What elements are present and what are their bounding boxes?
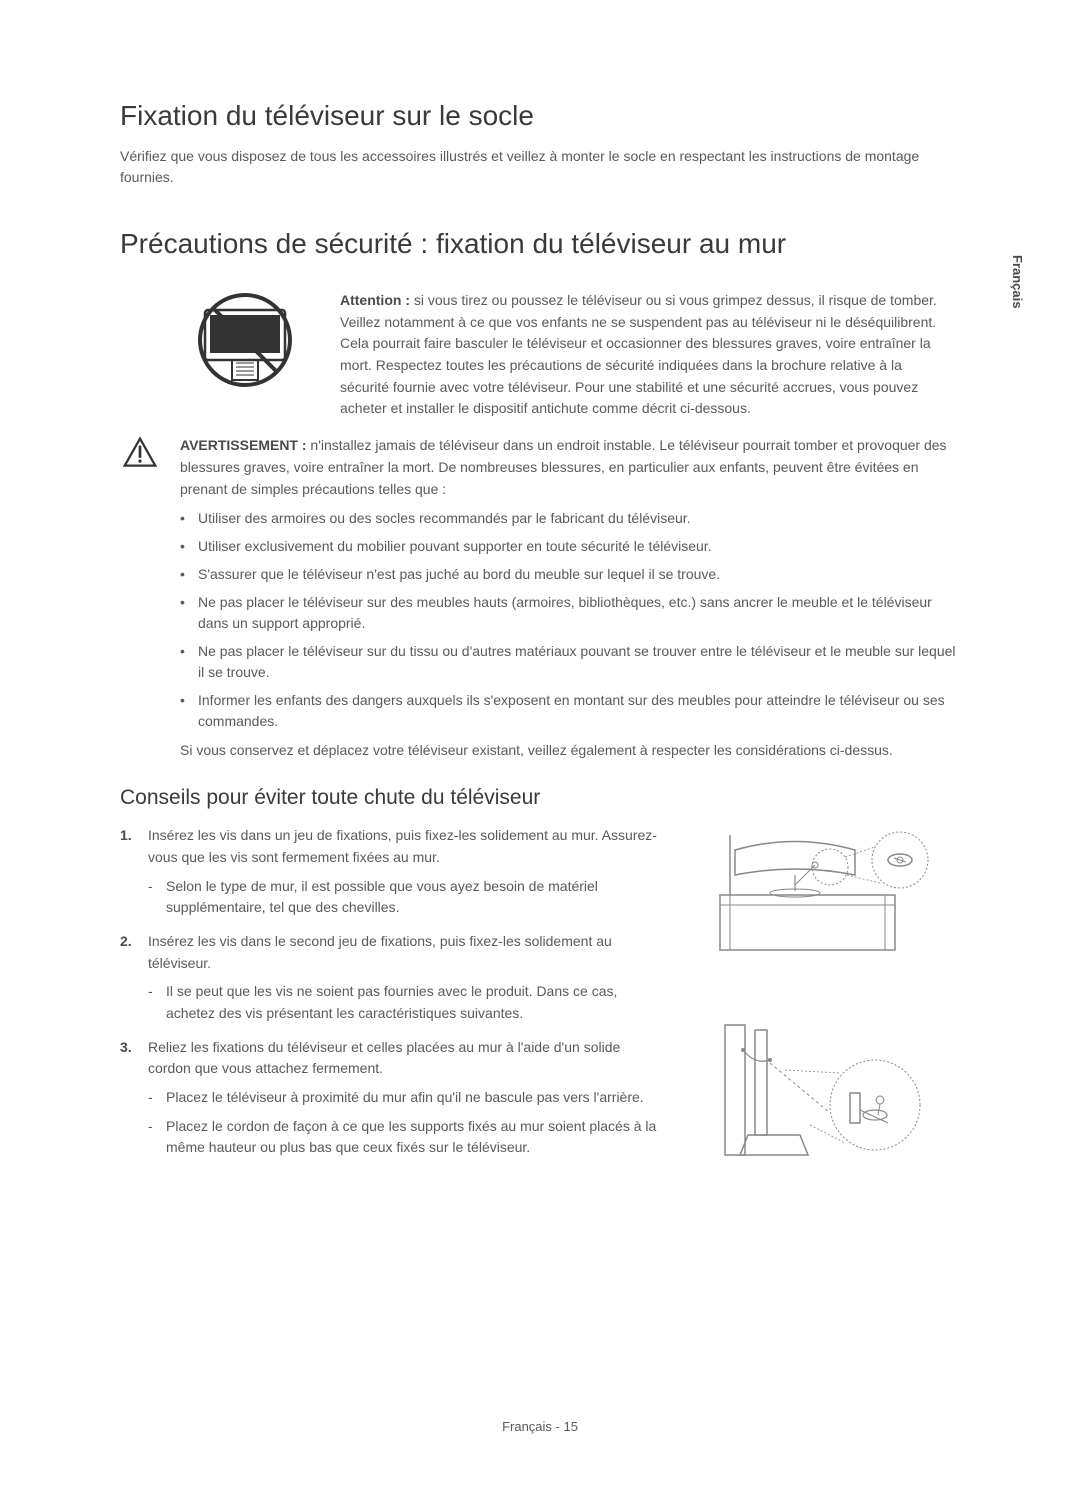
steps-list: Insérez les vis dans un jeu de fixations…: [120, 825, 660, 1159]
precaution-bullets: Utiliser des armoires ou des socles reco…: [180, 508, 960, 732]
warning-paragraph: AVERTISSEMENT : n'installez jamais de té…: [180, 435, 960, 500]
precaution-bullet-item: S'assurer que le téléviseur n'est pas ju…: [180, 564, 960, 585]
precaution-bullet-item: Utiliser des armoires ou des socles reco…: [180, 508, 960, 529]
step-item: Insérez les vis dans un jeu de fixations…: [120, 825, 660, 919]
warning-label: AVERTISSEMENT :: [180, 437, 307, 453]
language-tab: Français: [1010, 255, 1025, 308]
heading-conseils: Conseils pour éviter toute chute du télé…: [120, 786, 960, 810]
tv-prohibition-icon: [180, 290, 310, 390]
wall-anchor-diagram-1: [700, 825, 940, 985]
attention-paragraph: Attention : si vous tirez ou poussez le …: [340, 290, 960, 420]
step-item: Reliez les fixations du téléviseur et ce…: [120, 1037, 660, 1159]
attention-label: Attention :: [340, 292, 410, 308]
step-sub-item: Placez le téléviseur à proximité du mur …: [148, 1087, 660, 1109]
precaution-bullet-item: Utiliser exclusivement du mobilier pouva…: [180, 536, 960, 557]
step-sub-item: Il se peut que les vis ne soient pas fou…: [148, 981, 660, 1024]
heading-precautions: Précautions de sécurité : fixation du té…: [120, 228, 960, 260]
conserve-text: Si vous conservez et déplacez votre télé…: [180, 740, 960, 761]
precaution-bullet-item: Ne pas placer le téléviseur sur des meub…: [180, 592, 960, 634]
wall-anchor-diagram-2: [700, 1015, 940, 1175]
intro-text: Vérifiez que vous disposez de tous les a…: [120, 146, 960, 188]
step-sub-item: Placez le cordon de façon à ce que les s…: [148, 1116, 660, 1159]
heading-fixation: Fixation du téléviseur sur le socle: [120, 100, 960, 132]
precaution-bullet-item: Informer les enfants des dangers auxquel…: [180, 690, 960, 732]
step-item: Insérez les vis dans le second jeu de fi…: [120, 931, 660, 1025]
warning-triangle-icon: [120, 435, 160, 475]
attention-body: si vous tirez ou poussez le téléviseur o…: [340, 292, 937, 416]
page-footer: Français - 15: [0, 1419, 1080, 1434]
step-sub-item: Selon le type de mur, il est possible qu…: [148, 876, 660, 919]
precaution-bullet-item: Ne pas placer le téléviseur sur du tissu…: [180, 641, 960, 683]
